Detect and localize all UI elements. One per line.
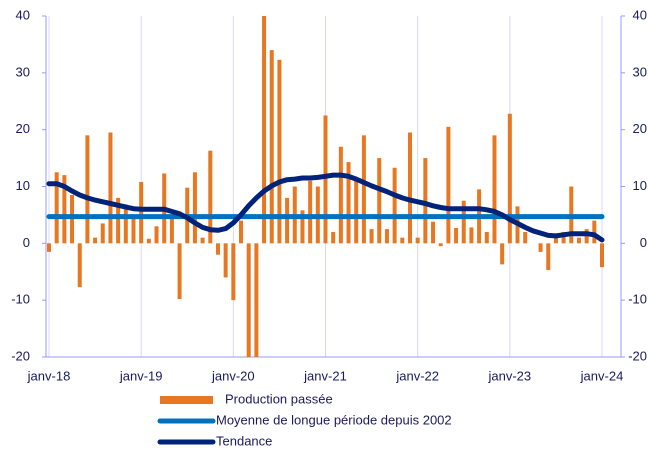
bar [484, 231, 489, 244]
bar [438, 243, 443, 247]
bar [192, 172, 197, 244]
bar [415, 237, 420, 244]
bar [62, 175, 67, 244]
bar [546, 243, 551, 271]
x-tick-label: janv-23 [488, 368, 532, 383]
bar [131, 214, 136, 244]
x-tick-label: janv-21 [303, 368, 347, 383]
y-tick-label: -10 [11, 292, 30, 307]
legend-label: Moyenne de longue période depuis 2002 [216, 412, 452, 427]
bar [231, 243, 236, 301]
x-tick-label: janv-20 [211, 368, 255, 383]
bar [454, 227, 459, 244]
bar [576, 237, 581, 244]
bar [215, 243, 220, 255]
bar [208, 150, 213, 244]
bar [300, 210, 305, 244]
bar [123, 209, 128, 244]
bar [377, 158, 382, 244]
y2-tick-label: 10 [633, 178, 647, 193]
bar [70, 195, 75, 244]
bar [285, 197, 290, 244]
bar [369, 229, 374, 244]
y2-tick-label: 0 [640, 235, 647, 250]
bar [331, 231, 336, 244]
x-tick-label: janv-22 [395, 368, 439, 383]
bar [116, 197, 121, 244]
bar [246, 243, 251, 357]
bar [361, 135, 366, 244]
bar [100, 223, 105, 244]
bar [54, 172, 59, 244]
bar [592, 220, 597, 244]
x-tick-label: janv-24 [580, 368, 624, 383]
y2-tick-label: -10 [628, 292, 647, 307]
bar [392, 167, 397, 244]
bar [423, 158, 428, 244]
bar [600, 243, 604, 268]
bar [323, 115, 328, 244]
bar [538, 243, 543, 252]
bar [177, 243, 182, 300]
bar [561, 231, 566, 244]
bar [407, 132, 412, 244]
bar [338, 146, 343, 244]
bar [384, 229, 389, 244]
legend-label: Tendance [216, 433, 272, 448]
bar [469, 227, 474, 244]
bar [277, 59, 282, 244]
bar [154, 226, 159, 244]
bar [169, 214, 174, 244]
y-tick-label: 40 [16, 7, 30, 22]
bar [200, 237, 205, 244]
bar [553, 234, 558, 244]
y-tick-label: 10 [16, 178, 30, 193]
bar [85, 135, 90, 244]
y2-tick-label: 30 [633, 64, 647, 79]
bar [262, 16, 267, 244]
y2-tick-label: -20 [628, 348, 647, 363]
bar [461, 200, 466, 244]
bar [446, 126, 451, 244]
bar [77, 243, 82, 288]
bar [346, 162, 351, 244]
bar [146, 238, 151, 244]
bar [47, 243, 51, 252]
y2-tick-label: 20 [633, 121, 647, 136]
bar [108, 132, 113, 244]
bar [93, 237, 98, 244]
bar [431, 221, 436, 244]
legend-swatch [160, 396, 213, 404]
bar [400, 237, 405, 244]
y-tick-label: -20 [11, 348, 30, 363]
bar [254, 243, 259, 357]
legend-label: Production passée [225, 391, 333, 406]
bar [523, 231, 528, 244]
bar [500, 243, 505, 265]
x-tick-label: janv-19 [119, 368, 163, 383]
line [46, 172, 605, 243]
bar [139, 181, 144, 244]
x-tick-label: janv-18 [27, 368, 71, 383]
bar [223, 243, 228, 278]
bar [507, 113, 512, 244]
bar [239, 220, 244, 244]
y-tick-label: 0 [23, 235, 30, 250]
y-tick-label: 30 [16, 64, 30, 79]
bar [354, 180, 359, 244]
bar [308, 180, 313, 244]
y2-tick-label: 40 [633, 7, 647, 22]
bar [269, 50, 274, 244]
y-tick-label: 20 [16, 121, 30, 136]
bar [492, 135, 497, 244]
